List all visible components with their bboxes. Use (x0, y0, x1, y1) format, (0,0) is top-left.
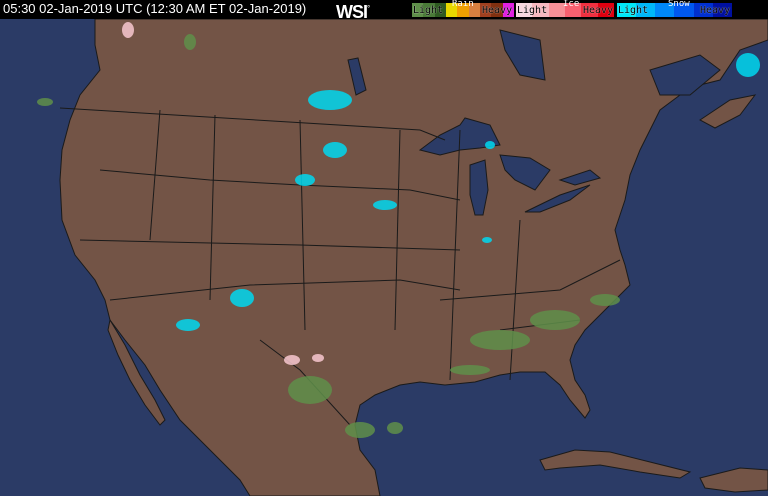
snow-echo (176, 319, 200, 331)
lake-erie (524, 184, 591, 213)
snow-echo (736, 53, 760, 77)
snow-echo (308, 90, 352, 110)
snow-swatch (693, 3, 713, 17)
rain-echo (590, 294, 620, 306)
snow-legend (617, 3, 732, 17)
rain-swatch (412, 3, 424, 17)
north-america-land (59, 19, 768, 496)
timestamp: 05:30 02-Jan-2019 UTC (12:30 AM ET 02-Ja… (3, 1, 307, 16)
snow-echo (482, 237, 492, 243)
snow-swatch (617, 3, 637, 17)
ice-heavy-label: Heavy (583, 5, 614, 16)
rain-swatch (502, 3, 514, 17)
rain-echo (387, 422, 403, 434)
rain-echo (184, 34, 196, 50)
rain-echo (450, 365, 490, 375)
snow-echo (323, 142, 347, 158)
ice-swatch (597, 3, 614, 17)
ice-light-label: Light (517, 5, 548, 16)
baja-peninsula (107, 318, 166, 426)
rain-swatch (434, 3, 446, 17)
rain-swatch (423, 3, 435, 17)
land (59, 19, 768, 496)
rain-light-label: Light (413, 5, 444, 16)
lake-ontario (558, 169, 602, 186)
ice-swatch (516, 3, 533, 17)
snow-echo (485, 141, 495, 149)
snow-echo (295, 174, 315, 186)
gulf-st-lawrence (649, 54, 721, 96)
snow-light-label: Light (618, 5, 649, 16)
rain-echo (37, 98, 53, 106)
ice-title: Ice (563, 0, 580, 9)
cuba (539, 449, 692, 479)
lake-huron (499, 154, 551, 191)
ice-echo (284, 355, 300, 365)
rain-legend (412, 3, 514, 17)
hispaniola (699, 467, 768, 493)
hudson-area-water (499, 29, 546, 81)
ice-echo (312, 354, 324, 362)
rain-swatch (457, 3, 469, 17)
nova-scotia (699, 94, 757, 129)
state-borders (59, 107, 621, 426)
rain-echo (345, 422, 375, 438)
great-lakes (347, 29, 721, 216)
rain-swatch (479, 3, 492, 17)
ice-legend (516, 3, 614, 17)
radar-echoes (37, 22, 760, 438)
snow-swatch (674, 3, 694, 17)
rain-heavy-label: Heavy (482, 5, 513, 16)
rain-echo (288, 376, 332, 404)
ice-echo (122, 22, 134, 38)
rain-swatch (445, 3, 458, 17)
rain-echo (470, 330, 530, 350)
lake-winnipeg (347, 57, 367, 96)
snow-swatch (655, 3, 675, 17)
rain-title: Rain (452, 0, 474, 9)
lake-michigan (469, 159, 489, 216)
snow-heavy-label: Heavy (700, 5, 731, 16)
snow-echo (230, 289, 254, 307)
snow-title: Snow (668, 0, 690, 9)
header-bar: 05:30 02-Jan-2019 UTC (12:30 AM ET 02-Ja… (0, 0, 768, 22)
wsi-logo: WSI° (336, 2, 370, 22)
ice-swatch (532, 3, 549, 17)
ice-swatch (548, 3, 565, 17)
rain-swatch (491, 3, 503, 17)
radar-map[interactable] (0, 19, 768, 496)
rain-echo (530, 310, 580, 330)
rain-swatch (468, 3, 480, 17)
ice-swatch (564, 3, 582, 17)
snow-swatch (636, 3, 656, 17)
ice-swatch (581, 3, 598, 17)
snow-echo (373, 200, 397, 210)
snow-swatch (712, 3, 732, 17)
